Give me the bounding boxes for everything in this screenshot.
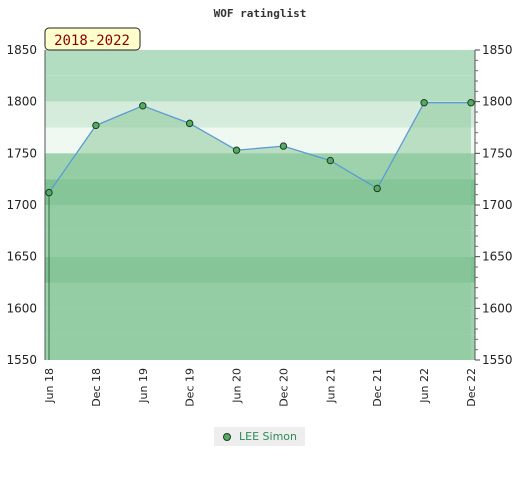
data-point [467,99,475,107]
series-line [48,102,471,193]
data-point [45,188,53,197]
data-point [373,184,381,193]
data-point [139,102,147,110]
area-path [49,102,471,360]
data-point [279,142,288,150]
rating-band [45,50,475,76]
x-tick-label: Dec 18 [90,368,103,407]
legend-label: LEE Simon [239,430,297,443]
x-axis: Jun 18 Dec 18 Jun 19 Dec 19 Jun 20 Dec 20 Jun … [43,368,478,407]
data-point [420,99,428,107]
x-tick-label: Jun 18 [43,368,56,404]
y-axis-right: 1550 1600 1650 1700 1750 1800 1850 [474,43,513,367]
legend-marker-icon [223,432,231,441]
data-point [185,119,194,128]
legend: LEE Simon [214,427,305,446]
x-tick-label: Jun 22 [418,368,431,404]
x-tick-label: Dec 22 [465,368,478,407]
y-tick-label-left: 1650 [6,250,37,264]
y-tick-label-left: 1600 [6,301,37,315]
x-tick-label: Jun 19 [137,368,150,404]
y-tick-label-right: 1650 [482,250,513,264]
period-badge: 2018-2022 [44,27,141,51]
y-tick-label-right: 1600 [482,301,513,315]
rating-band [45,75,475,102]
y-tick-label-left: 1550 [6,353,37,367]
data-markers [45,99,475,197]
x-tick-label: Jun 21 [324,368,337,404]
x-tick-label: Dec 20 [277,368,290,407]
data-point [326,156,335,165]
data-point [92,121,100,130]
y-tick-label-right: 1850 [482,43,513,57]
x-tick-label: Jun 20 [231,368,244,404]
y-tick-label-left: 1850 [6,43,37,57]
area-fill [48,102,471,360]
y-tick-label-left: 1800 [6,95,37,109]
y-tick-label-right: 1800 [482,95,513,109]
y-tick-label-right: 1550 [482,353,513,367]
x-tick-label: Dec 19 [184,368,197,407]
y-axis-left: 1550 1600 1650 1700 1750 1800 1850 [6,43,46,367]
y-tick-label-left: 1750 [6,146,37,160]
y-tick-label-right: 1700 [482,198,513,212]
y-tick-label-left: 1700 [6,198,37,212]
x-tick-label: Dec 21 [371,368,384,407]
chart-title: WOF ratinglist [214,7,307,20]
y-tick-label-right: 1750 [482,146,513,160]
data-point [232,146,241,154]
period-badge-label: 2018-2022 [54,33,130,49]
rating-line [48,102,471,193]
